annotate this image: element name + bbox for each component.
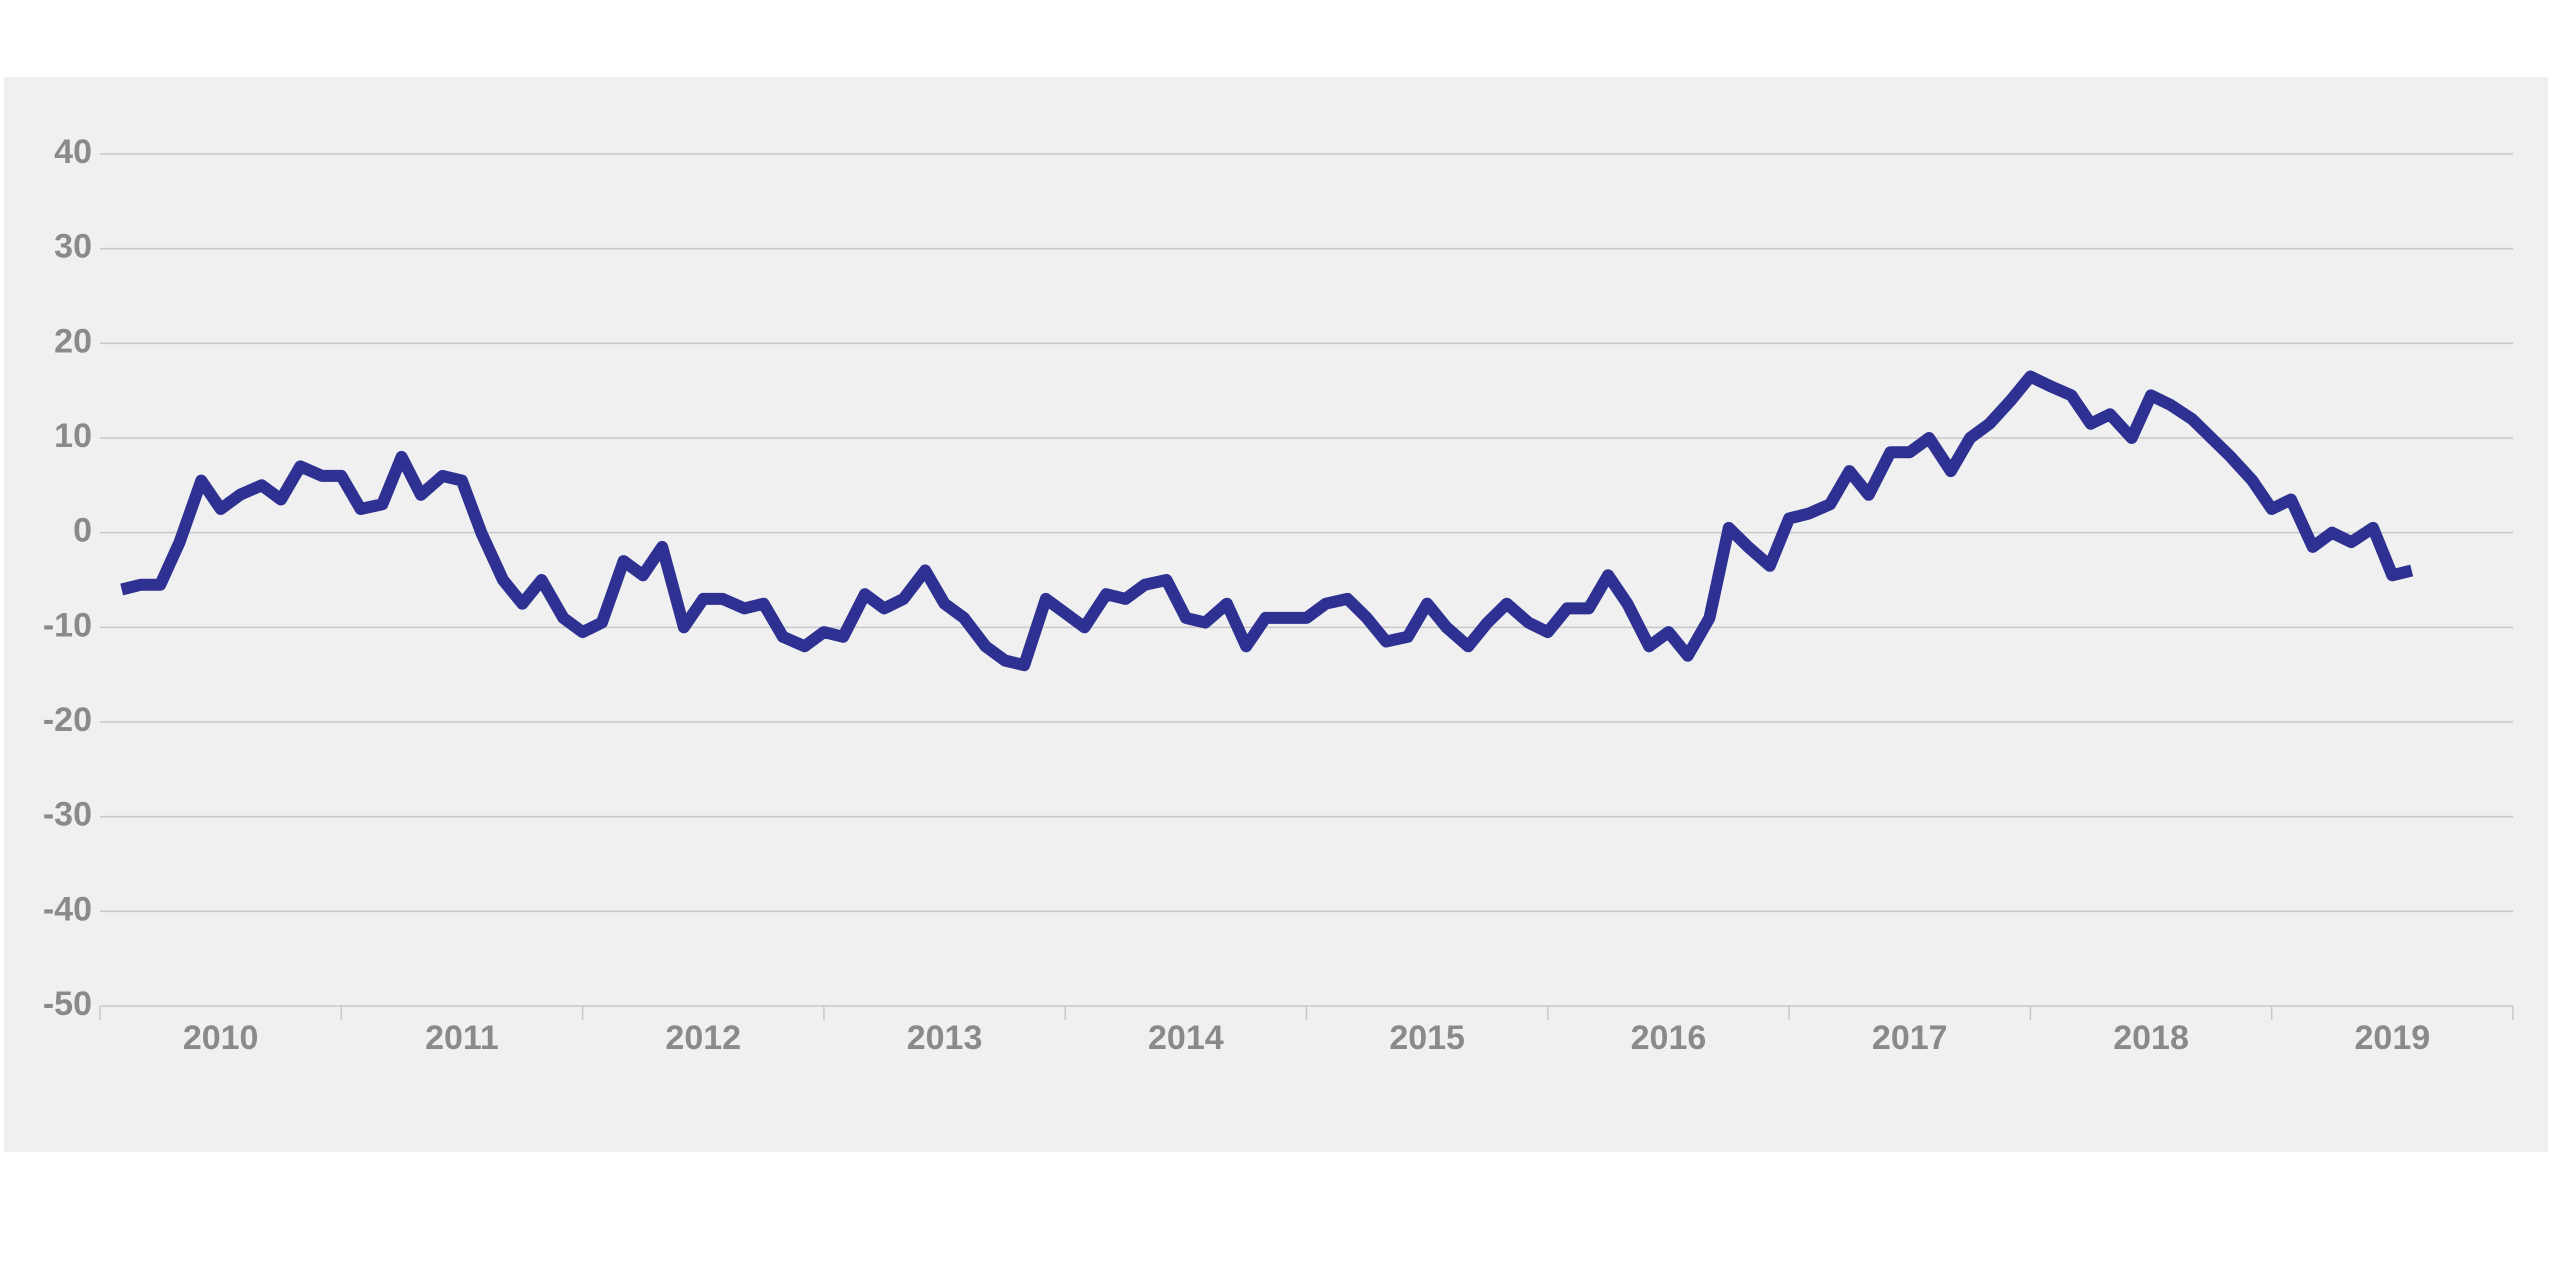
y-tick-label: -30: [43, 796, 92, 834]
x-tick-label: 2014: [1148, 1019, 1224, 1057]
y-tick-label: -50: [43, 985, 92, 1023]
y-tick-label: 10: [54, 417, 92, 455]
y-tick-label: 0: [73, 512, 92, 550]
x-tick-label: 2019: [2355, 1019, 2431, 1057]
series-line: [120, 370, 2414, 672]
x-tick-label: 2017: [1872, 1019, 1948, 1057]
y-tick-label: 40: [54, 133, 92, 171]
x-tick-label: 2012: [665, 1019, 741, 1057]
x-tick-label: 2016: [1631, 1019, 1707, 1057]
y-tick-label: -20: [43, 701, 92, 739]
gridlines: [100, 153, 2513, 1007]
y-tick-label: -40: [43, 890, 92, 928]
y-tick-label: 20: [54, 322, 92, 360]
series-layer: [120, 370, 2414, 672]
y-tick-label: -10: [43, 606, 92, 644]
x-axis: 2010 2011 2012 2013 2014 2015 2016 2017 2018 2019: [99, 1006, 2514, 1057]
y-axis-tick-labels: 40 30 20 10 0 -10 -20 -30 -40 -50: [43, 133, 92, 1023]
y-tick-label: 30: [54, 228, 92, 266]
x-tick-label: 2013: [907, 1019, 983, 1057]
x-tick-label: 2011: [425, 1019, 499, 1057]
x-tick-label: 2018: [2113, 1019, 2189, 1057]
x-tick-label: 2010: [183, 1019, 259, 1057]
x-tick-label: 2015: [1389, 1019, 1465, 1057]
